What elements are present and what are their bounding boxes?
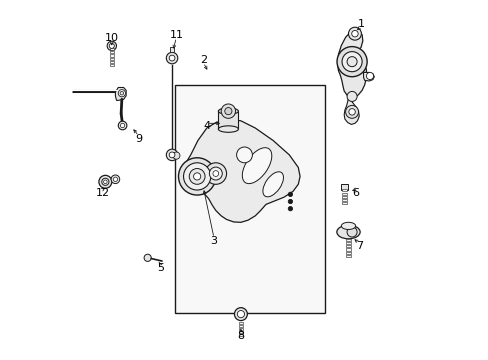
- Circle shape: [212, 171, 218, 176]
- Circle shape: [169, 55, 175, 61]
- Circle shape: [103, 180, 107, 184]
- Bar: [342, 199, 346, 201]
- Bar: [342, 202, 346, 204]
- Circle shape: [109, 43, 114, 48]
- Bar: [342, 193, 346, 195]
- Bar: [346, 245, 350, 247]
- Circle shape: [236, 147, 252, 163]
- Ellipse shape: [263, 172, 283, 197]
- Circle shape: [221, 104, 235, 118]
- Circle shape: [287, 207, 292, 211]
- Circle shape: [336, 46, 366, 77]
- Text: 8: 8: [237, 331, 244, 341]
- Text: 7: 7: [355, 241, 362, 251]
- Circle shape: [178, 158, 215, 195]
- Bar: [174, 85, 325, 313]
- Text: 5: 5: [157, 263, 163, 273]
- Circle shape: [351, 31, 357, 37]
- Circle shape: [193, 173, 201, 180]
- Circle shape: [102, 178, 109, 185]
- Circle shape: [120, 123, 124, 128]
- Bar: [109, 51, 114, 53]
- Circle shape: [287, 192, 292, 197]
- Text: 6: 6: [351, 188, 358, 198]
- Circle shape: [366, 72, 373, 80]
- Bar: [109, 54, 114, 57]
- Text: 1: 1: [357, 19, 364, 29]
- Ellipse shape: [336, 225, 360, 239]
- Ellipse shape: [341, 222, 355, 229]
- Circle shape: [209, 167, 222, 180]
- Bar: [238, 325, 243, 327]
- Circle shape: [166, 52, 178, 64]
- Polygon shape: [344, 98, 359, 125]
- Circle shape: [346, 91, 356, 102]
- Bar: [238, 328, 243, 330]
- Circle shape: [183, 163, 210, 190]
- Ellipse shape: [218, 126, 238, 132]
- Circle shape: [172, 152, 180, 159]
- Ellipse shape: [242, 148, 271, 184]
- Bar: [346, 242, 350, 244]
- Circle shape: [287, 199, 292, 204]
- Circle shape: [345, 105, 358, 118]
- Circle shape: [224, 108, 231, 115]
- Circle shape: [348, 109, 355, 115]
- Circle shape: [107, 41, 116, 50]
- Bar: [238, 322, 243, 324]
- Circle shape: [99, 175, 112, 188]
- Text: 3: 3: [210, 236, 217, 246]
- Text: 2: 2: [199, 55, 206, 65]
- Bar: [342, 189, 346, 192]
- Text: 12: 12: [96, 188, 110, 198]
- Text: 10: 10: [104, 33, 119, 43]
- Circle shape: [118, 90, 125, 97]
- Circle shape: [120, 91, 123, 95]
- Bar: [238, 334, 243, 336]
- Circle shape: [144, 254, 151, 261]
- Circle shape: [169, 152, 175, 158]
- Circle shape: [111, 175, 120, 184]
- Bar: [109, 61, 114, 63]
- Bar: [109, 48, 114, 50]
- Circle shape: [189, 168, 204, 184]
- Bar: [346, 248, 350, 251]
- Bar: [218, 111, 238, 129]
- Text: 11: 11: [169, 30, 183, 40]
- Bar: [346, 252, 350, 254]
- Circle shape: [346, 57, 356, 67]
- Polygon shape: [183, 119, 300, 222]
- Polygon shape: [337, 30, 366, 98]
- Text: 9: 9: [135, 134, 142, 144]
- Circle shape: [118, 121, 126, 130]
- Bar: [346, 255, 350, 257]
- Bar: [109, 58, 114, 60]
- Circle shape: [204, 163, 226, 184]
- Bar: [346, 239, 350, 241]
- Text: 4: 4: [203, 121, 210, 131]
- Circle shape: [348, 27, 361, 40]
- Polygon shape: [115, 87, 126, 100]
- Polygon shape: [363, 72, 373, 81]
- Circle shape: [341, 51, 362, 72]
- Bar: [169, 47, 174, 52]
- Circle shape: [346, 227, 356, 237]
- Circle shape: [237, 311, 244, 318]
- Circle shape: [166, 149, 178, 161]
- Bar: [342, 196, 346, 198]
- Bar: [109, 64, 114, 66]
- Bar: [341, 184, 348, 190]
- Bar: [238, 331, 243, 333]
- Circle shape: [113, 177, 117, 181]
- Circle shape: [234, 308, 247, 320]
- Ellipse shape: [218, 108, 238, 114]
